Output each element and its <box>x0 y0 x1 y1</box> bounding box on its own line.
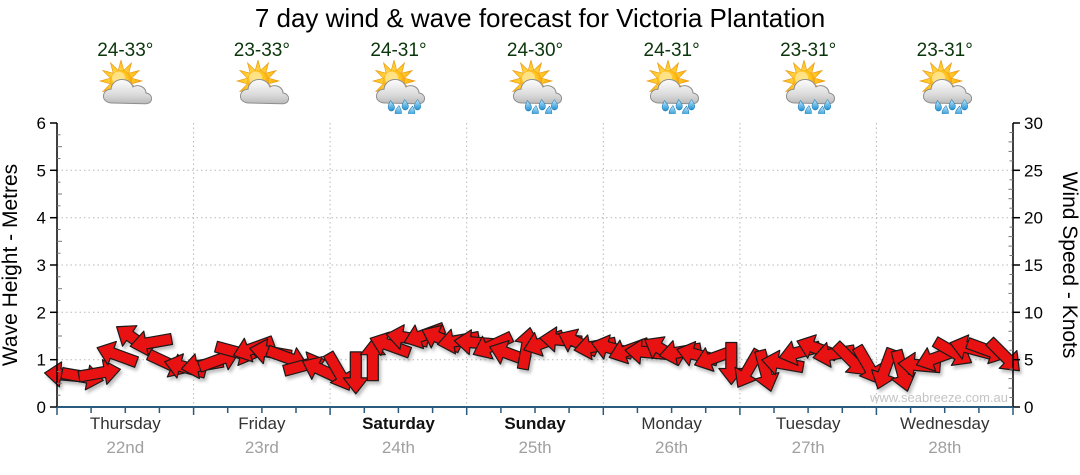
watermark: www.seabreeze.com.au <box>869 390 1008 405</box>
x-axis <box>56 406 1014 415</box>
wind-arrow <box>77 359 121 385</box>
temp-label: 24-31° <box>643 40 700 61</box>
temp-label: 23-33° <box>233 40 290 61</box>
day-date: 23rd <box>244 438 279 457</box>
raindrops-icon <box>798 99 832 114</box>
right-axis-tick-label: 5 <box>1024 351 1033 370</box>
left-axis-title: Wave Height - Metres <box>0 164 22 366</box>
left-axis-tick-label: 3 <box>37 256 46 275</box>
cloud-icon <box>513 78 563 105</box>
weather-icon <box>782 60 836 114</box>
day-label-cell: Friday 23rd <box>194 414 331 458</box>
wind-arrow <box>129 330 174 357</box>
page-title: 7 day wind & wave forecast for Victoria … <box>254 3 826 33</box>
day-date: 22nd <box>106 438 145 457</box>
day-label-cell: Saturday 24th <box>330 414 467 458</box>
weather-icon-row <box>57 60 1013 116</box>
weather-icon <box>235 60 289 105</box>
right-axis-tick-label: 15 <box>1024 256 1043 275</box>
right-axis-title: Wind Speed - Knots <box>1058 172 1080 359</box>
day-date: 26th <box>655 438 689 457</box>
forecast-chart: 0 1 2 3 4 5 6 0 5 10 15 20 25 30 Wave Height - Metres W… <box>0 115 1080 415</box>
day-label-cell: Monday 26th <box>603 414 740 458</box>
wind-arrow <box>342 351 369 395</box>
right-axis-tick-label: 0 <box>1024 398 1033 415</box>
day-date: 28th <box>928 438 962 457</box>
day-label-cell: Sunday 25th <box>467 414 604 458</box>
raindrops-icon <box>934 99 968 114</box>
left-axis-tick-label: 6 <box>37 115 46 133</box>
weather-icon-cell <box>603 60 740 116</box>
temp-label: 24-31° <box>370 40 427 61</box>
weather-icon-cell <box>330 60 467 116</box>
day-name: Saturday <box>362 414 435 433</box>
day-date: 27th <box>791 438 825 457</box>
cloud-icon <box>649 78 699 105</box>
cloud-icon <box>239 78 289 105</box>
right-axis-tick-label: 10 <box>1024 303 1043 322</box>
weather-icon-cell <box>740 60 877 116</box>
day-date: 25th <box>518 438 552 457</box>
weather-icon <box>918 60 972 114</box>
day-date: 24th <box>381 438 415 457</box>
day-name: Wednesday <box>900 414 990 433</box>
day-name: Sunday <box>504 414 566 433</box>
day-label-cell: Wednesday 28th <box>876 414 1013 458</box>
raindrops-icon <box>388 99 422 114</box>
left-axis-ticks: 0 1 2 3 4 5 6 <box>37 115 62 415</box>
temp-label: 24-30° <box>506 40 564 61</box>
weather-icon <box>99 60 153 105</box>
temp-label: 24-33° <box>97 40 154 61</box>
left-axis-tick-label: 5 <box>37 161 46 180</box>
right-axis-ticks: 0 5 10 15 20 25 30 <box>1008 115 1043 415</box>
temperature-row: 24-33° 23-33° 24-31° 24-30° 24-31° 23-31° 23-3… <box>57 40 1013 62</box>
weather-icon <box>645 60 699 114</box>
wind-arrow <box>369 331 413 359</box>
cloud-icon <box>786 78 836 105</box>
day-name: Monday <box>641 414 702 433</box>
cloud-icon <box>922 78 972 105</box>
day-label-row: Thursday 22nd Friday 23rd Saturday 24th Sunday… <box>57 414 1013 458</box>
left-axis-tick-label: 1 <box>37 351 46 370</box>
day-label-cell: Tuesday 27th <box>740 414 877 458</box>
day-name: Thursday <box>89 414 161 433</box>
cloud-icon <box>103 78 153 105</box>
wind-arrow <box>761 349 805 376</box>
wind-arrow <box>96 340 140 368</box>
left-axis-tick-label: 4 <box>37 209 46 228</box>
raindrops-icon <box>524 99 558 114</box>
weather-icon-cell <box>194 60 331 116</box>
weather-icon-cell <box>467 60 604 116</box>
wind-arrow-series <box>43 322 1020 395</box>
weather-icon <box>508 60 563 114</box>
weather-icon-cell <box>57 60 194 116</box>
left-axis-tick-label: 2 <box>37 303 46 322</box>
temp-label: 23-31° <box>780 40 837 61</box>
right-axis-tick-label: 20 <box>1024 209 1043 228</box>
right-axis-tick-label: 25 <box>1024 161 1043 180</box>
wind-arrow <box>870 346 898 390</box>
wind-arrow <box>754 348 780 392</box>
raindrops-icon <box>661 99 695 114</box>
day-label-cell: Thursday 22nd <box>57 414 194 458</box>
left-axis-tick-label: 0 <box>37 398 46 415</box>
weather-icon <box>372 60 426 114</box>
day-name: Tuesday <box>775 414 841 433</box>
weather-icon-cell <box>876 60 1013 116</box>
right-axis-tick-label: 30 <box>1024 115 1043 133</box>
temp-label: 23-31° <box>916 40 973 61</box>
cloud-icon <box>376 78 426 105</box>
day-name: Friday <box>238 414 286 433</box>
